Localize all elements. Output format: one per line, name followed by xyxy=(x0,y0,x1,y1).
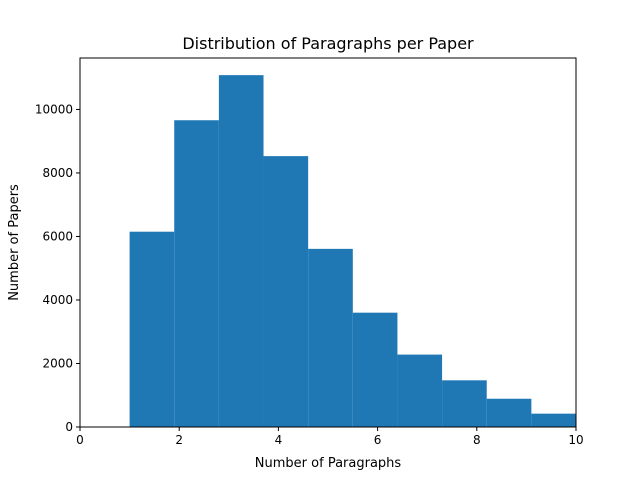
y-axis-ticks: 0 2000 4000 6000 8000 10000 xyxy=(35,102,80,434)
histogram-bar-4 xyxy=(263,156,309,427)
histogram-bar-3 xyxy=(218,75,264,428)
y-tick-label: 2000 xyxy=(42,356,73,370)
y-tick-label: 8000 xyxy=(42,166,73,180)
x-tick-label: 6 xyxy=(374,433,382,447)
histogram-bar-6 xyxy=(352,312,398,427)
histogram-bar-7 xyxy=(397,354,443,427)
x-axis-label: Number of Paragraphs xyxy=(255,456,402,471)
y-tick-label: 6000 xyxy=(42,229,73,243)
x-tick-label: 8 xyxy=(473,433,481,447)
bars-group xyxy=(129,75,576,428)
x-tick-label: 0 xyxy=(76,433,84,447)
y-axis-label: Number of Papers xyxy=(7,184,22,301)
histogram-bar-2 xyxy=(174,120,219,427)
histogram-bar-5 xyxy=(308,248,353,427)
chart-title: Distribution of Paragraphs per Paper xyxy=(182,34,474,53)
y-tick-label: 0 xyxy=(65,420,73,434)
x-tick-label: 10 xyxy=(568,433,583,447)
plot-frame xyxy=(79,57,577,428)
histogram-bar-8 xyxy=(442,380,487,427)
x-axis-ticks: 0 2 4 6 8 10 xyxy=(76,427,584,447)
histogram-bar-9 xyxy=(486,398,532,427)
y-tick-label: 10000 xyxy=(35,102,73,116)
y-tick-label: 4000 xyxy=(42,293,73,307)
histogram-bar-10 xyxy=(531,413,576,427)
histogram-bar-1 xyxy=(129,231,175,427)
x-tick-label: 4 xyxy=(275,433,283,447)
x-tick-label: 2 xyxy=(175,433,183,447)
